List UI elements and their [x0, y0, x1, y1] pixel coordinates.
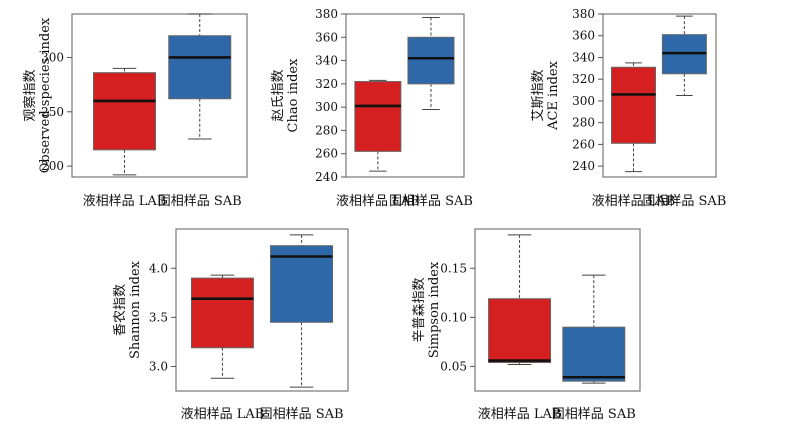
y-title-cn: 辛普森指数 [412, 277, 427, 342]
y-axis-title: 赵氏指数Chao index [271, 58, 301, 133]
y-tick-label: 300 [315, 100, 338, 114]
y-title-en: Shannon index [128, 260, 143, 359]
y-tick-label: 260 [572, 137, 595, 151]
box-sab [562, 274, 626, 384]
y-tick-label: 260 [315, 147, 338, 161]
y-tick-label: 280 [315, 123, 338, 137]
y-axis-title: 观察指数Observed species index [23, 17, 53, 173]
iqr-box [168, 35, 232, 100]
y-tick-label: 300 [572, 94, 595, 108]
category-label: 固相样品 SAB [389, 194, 473, 209]
box-sab [270, 234, 334, 388]
box-sab [168, 13, 232, 140]
y-axis-title: 香农指数Shannon index [113, 260, 143, 359]
y-title-cn: 香农指数 [113, 284, 128, 336]
y-tick-label: 360 [315, 30, 338, 44]
category-label: 液相样品 LAB [181, 407, 265, 422]
y-tick-label: 280 [572, 116, 595, 130]
iqr-box [407, 36, 455, 85]
y-tick-label: 240 [572, 159, 595, 173]
y-tick-label: 340 [315, 54, 338, 68]
y-tick-label: 300 [41, 50, 64, 64]
category-label: 固相样品 SAB [552, 407, 636, 422]
y-tick-label: 200 [41, 159, 64, 173]
iqr-box [270, 245, 334, 323]
category-label: 液相样品 LAB [478, 407, 562, 422]
y-tick-label: 3.0 [149, 359, 168, 373]
iqr-box [93, 72, 156, 151]
y-tick-label: 380 [572, 7, 595, 21]
y-title-en: Observed species index [38, 17, 53, 173]
y-tick-label: 340 [572, 50, 595, 64]
box-lab [93, 67, 156, 176]
y-tick-label: 0.15 [440, 261, 467, 275]
y-tick-label: 320 [315, 77, 338, 91]
y-tick-label: 360 [572, 29, 595, 43]
y-tick-label: 320 [572, 72, 595, 86]
y-tick-label: 380 [315, 7, 338, 21]
y-title-en: Chao index [286, 58, 301, 133]
iqr-box [562, 326, 626, 382]
y-title-cn: 观察指数 [23, 69, 38, 121]
category-label: 固相样品 SAB [158, 194, 242, 209]
iqr-box [190, 277, 254, 349]
y-title-cn: 赵氏指数 [271, 69, 286, 121]
y-title-en: Simpson index [427, 261, 442, 358]
category-label: 液相样品 LAB [83, 194, 167, 209]
iqr-box [488, 298, 552, 364]
box-lab [611, 62, 657, 173]
y-title-cn: 艾斯指数 [531, 69, 546, 121]
category-label: 固相样品 SAB [260, 407, 344, 422]
box-sab [661, 15, 707, 96]
y-axis-title: 艾斯指数ACE index [531, 60, 561, 131]
y-title-en: ACE index [546, 60, 561, 131]
box-lab [488, 234, 552, 365]
category-label: 固相样品 SAB [642, 194, 726, 209]
y-axis-title: 辛普森指数Simpson index [412, 261, 442, 358]
iqr-box [611, 66, 657, 144]
y-tick-label: 240 [315, 170, 338, 184]
y-tick-label: 4.0 [149, 261, 168, 275]
box-sab [407, 16, 455, 110]
box-lab [190, 274, 254, 379]
category-label: 液相样品 LAB [592, 194, 676, 209]
box-lab [354, 79, 402, 172]
category-label: 液相样品 LAB [336, 194, 420, 209]
y-tick-label: 250 [41, 105, 64, 119]
y-tick-label: 0.10 [440, 310, 467, 324]
y-tick-label: 0.05 [440, 359, 467, 373]
iqr-box [354, 81, 402, 152]
y-tick-label: 3.5 [149, 310, 168, 324]
